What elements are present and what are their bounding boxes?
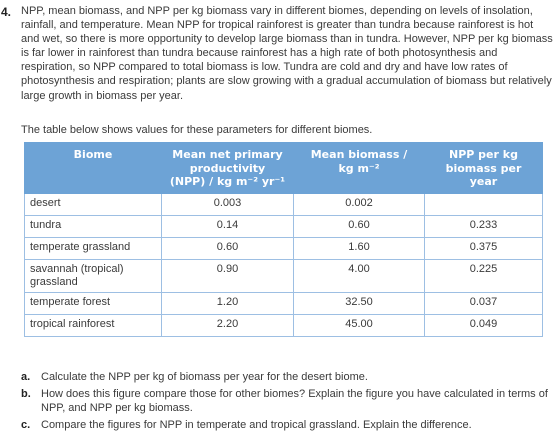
table-row: desert 0.003 0.002 <box>24 192 543 216</box>
table-row: savannah (tropical) grassland 0.90 4.00 … <box>24 258 543 293</box>
question-number: 4. <box>1 5 12 19</box>
cell-npp: 0.14 <box>161 214 294 238</box>
table-row: temperate forest 1.20 32.50 0.037 <box>24 291 543 315</box>
cell-biomass: 0.60 <box>293 214 425 238</box>
table-intro-text: The table below shows values for these p… <box>21 124 373 136</box>
cell-biome: temperate grassland <box>24 236 162 260</box>
question-text: Compare the figures for NPP in temperate… <box>41 419 472 431</box>
cell-biome: temperate forest <box>24 291 162 315</box>
intro-text: NPP, mean biomass, and NPP per kg biomas… <box>21 5 553 102</box>
question-text: Calculate the NPP per kg of biomass per … <box>41 371 368 383</box>
header-biomass-line-1: Mean biomass / <box>310 148 408 161</box>
header-npp-per-kg: NPP per kg biomass per year <box>424 142 543 194</box>
cell-npp-per-kg: 0.225 <box>424 258 543 293</box>
cell-biomass: 1.60 <box>293 236 425 260</box>
question-letter: a. <box>21 371 31 383</box>
question-letter: c. <box>21 419 31 431</box>
header-npp-line-2: productivity <box>189 161 266 175</box>
cell-npp: 0.60 <box>161 236 294 260</box>
cell-npp: 2.20 <box>161 313 294 337</box>
table-header-row: Biome Mean net primary productivity (NPP… <box>24 142 543 194</box>
header-biome: Biome <box>24 142 162 194</box>
header-biome-label: Biome <box>73 148 113 161</box>
cell-biomass: 0.002 <box>293 192 425 216</box>
header-npp-per-kg-line-3: year <box>469 175 498 188</box>
table-row: temperate grassland 0.60 1.60 0.375 <box>24 236 543 260</box>
header-mean-npp: Mean net primary productivity (NPP) / kg… <box>161 142 294 194</box>
header-biomass-line-2: kg m⁻² <box>338 161 380 175</box>
header-npp-per-kg-line-2: biomass per <box>445 161 522 175</box>
question-item-b: b. How does this figure compare those fo… <box>0 387 554 415</box>
cell-biome: tropical rainforest <box>24 313 162 337</box>
cell-biomass: 45.00 <box>293 313 425 337</box>
header-npp-line-3: (NPP) / kg m⁻² yr⁻¹ <box>169 175 286 188</box>
question-item-a: a. Calculate the NPP per kg of biomass p… <box>0 370 554 384</box>
question-list: a. Calculate the NPP per kg of biomass p… <box>0 370 554 435</box>
cell-npp-per-kg <box>424 192 543 216</box>
cell-npp-per-kg: 0.049 <box>424 313 543 337</box>
intro-paragraph: NPP, mean biomass, and NPP per kg biomas… <box>21 4 553 103</box>
header-npp-line-1: Mean net primary <box>172 148 283 161</box>
table-row: tundra 0.14 0.60 0.233 <box>24 214 543 238</box>
question-text: How does this figure compare those for o… <box>41 388 548 414</box>
header-mean-biomass: Mean biomass / kg m⁻² <box>293 142 425 194</box>
table-row: tropical rainforest 2.20 45.00 0.049 <box>24 313 543 337</box>
biome-data-table: Biome Mean net primary productivity (NPP… <box>24 142 543 337</box>
cell-npp: 1.20 <box>161 291 294 315</box>
header-npp-per-kg-line-1: NPP per kg <box>449 148 518 161</box>
cell-biomass: 4.00 <box>293 258 425 293</box>
cell-biome: tundra <box>24 214 162 238</box>
cell-npp-per-kg: 0.037 <box>424 291 543 315</box>
cell-npp: 0.003 <box>161 192 294 216</box>
question-item-c: c. Compare the figures for NPP in temper… <box>0 418 554 432</box>
cell-npp-per-kg: 0.233 <box>424 214 543 238</box>
cell-npp-per-kg: 0.375 <box>424 236 543 260</box>
question-letter: b. <box>21 388 31 400</box>
cell-biome: desert <box>24 192 162 216</box>
cell-npp: 0.90 <box>161 258 294 293</box>
cell-biome: savannah (tropical) grassland <box>24 258 162 293</box>
cell-biomass: 32.50 <box>293 291 425 315</box>
